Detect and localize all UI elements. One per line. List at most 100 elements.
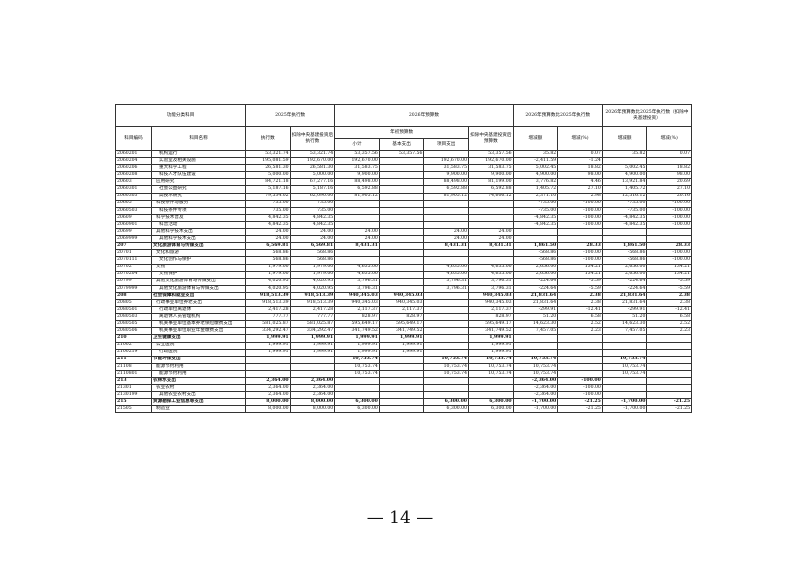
- code-cell: 21108: [115, 362, 152, 371]
- value-cell: 24.00: [468, 228, 514, 237]
- value-cell: [334, 206, 380, 215]
- name-cell: 机关事业单位职业年金缴费支出: [150, 327, 247, 336]
- header-cell: 科目编码: [115, 126, 152, 151]
- code-cell: 20799: [115, 277, 152, 286]
- table-row: 213 农林水支出 2,364.00 2,364.00 -2,364.00 -100.00: [115, 376, 693, 386]
- value-cell: 1,405.72: [512, 185, 559, 194]
- name-cell: 行政事业单位养老支出: [150, 298, 247, 308]
- value-cell: 10,753.74: [601, 355, 648, 364]
- value-cell: 2.52: [646, 320, 693, 329]
- value-cell: 828.97: [468, 313, 514, 322]
- value-cell: 21,831.64: [601, 291, 648, 300]
- value-cell: 2,656.00: [512, 270, 559, 279]
- value-cell: 828.97: [334, 313, 380, 322]
- name-cell: 卫生健康支出: [150, 334, 247, 343]
- value-cell: 18.82: [646, 164, 693, 173]
- value-cell: [378, 256, 425, 265]
- value-cell: 28.33: [646, 242, 693, 251]
- table-row: 20699 其他科学技术支出 24.00 24.00 24.00 24.00 24.00: [115, 228, 693, 237]
- value-cell: 2,417.28: [245, 306, 291, 315]
- value-cell: 88,498.00: [334, 178, 380, 187]
- value-cell: 6.58: [557, 313, 603, 322]
- table-row: 2070204 文物保护 1,979.00 1,979.00 4,635.00 4,635…: [115, 270, 693, 279]
- value-cell: 24.00: [334, 235, 380, 244]
- value-cell: 6,300.00: [468, 398, 514, 407]
- value-cell: 192,670.00: [334, 157, 380, 166]
- value-cell: -100.00: [646, 249, 693, 258]
- value-cell: -21.25: [557, 405, 603, 414]
- value-cell: [512, 334, 559, 343]
- value-cell: 8,431.31: [334, 242, 380, 251]
- header-cell: 增减额: [601, 126, 648, 151]
- value-cell: 24.00: [245, 235, 291, 244]
- name-cell: 科技条件专项: [150, 206, 247, 215]
- value-cell: [557, 235, 603, 244]
- value-cell: [557, 355, 603, 364]
- code-cell: 207: [115, 242, 152, 251]
- value-cell: -735.00: [512, 199, 559, 208]
- value-cell: -224.64: [512, 284, 559, 293]
- value-cell: 595,649.17: [334, 320, 380, 329]
- table-row: 2080503 离退休人员管理机构 777.77 777.77 828.97 828.97…: [115, 313, 693, 322]
- value-cell: 28.33: [557, 242, 603, 251]
- value-cell: 10,753.74: [468, 362, 514, 371]
- value-cell: 3,796.31: [423, 277, 469, 286]
- name-cell: 公立医院: [150, 341, 247, 350]
- name-cell: 文化和旅游: [150, 249, 247, 258]
- name-cell: 行政单位离退休: [150, 306, 247, 315]
- header-cell: 扣除中央基建投资后预算数: [468, 126, 514, 151]
- code-cell: 21002: [115, 341, 152, 350]
- name-cell: 其他文化旅游体育与传媒支出: [150, 277, 247, 286]
- code-cell: 2080501: [115, 306, 152, 315]
- code-cell: 2080506: [115, 327, 152, 336]
- code-cell: 21301: [115, 384, 152, 393]
- value-cell: 53,357.56: [468, 149, 514, 159]
- value-cell: [423, 327, 469, 336]
- value-cell: [601, 334, 648, 343]
- value-cell: -100.00: [557, 220, 603, 230]
- value-cell: [468, 206, 514, 215]
- value-cell: 192,670.00: [289, 157, 336, 166]
- value-cell: -735.00: [601, 206, 648, 215]
- value-cell: [423, 199, 469, 208]
- value-cell: 918,513.39: [245, 291, 291, 300]
- name-cell: 科普活动: [150, 220, 247, 230]
- value-cell: 20.69: [646, 178, 693, 187]
- value-cell: 14,623.30: [512, 320, 559, 329]
- code-cell: 2060503: [115, 206, 152, 215]
- value-cell: 1,979.00: [245, 270, 291, 279]
- header-cell: 增减(%): [646, 126, 693, 151]
- value-cell: [468, 220, 514, 230]
- value-cell: 1,999.91: [468, 334, 514, 343]
- code-cell: 2110801: [115, 369, 152, 379]
- header-cell: 扣除中央基建投资后执行数: [289, 126, 336, 151]
- value-cell: [601, 391, 648, 400]
- table-row: 20609 科学技术普及 4,842.35 4,842.35 -4,842.35 -100…: [115, 213, 693, 222]
- name-cell: 能源节约利用: [150, 369, 247, 379]
- value-cell: [378, 192, 425, 201]
- value-cell: 2,656.00: [601, 263, 648, 272]
- value-cell: -735.00: [601, 199, 648, 208]
- value-cell: 341,749.52: [468, 327, 514, 336]
- value-cell: 3,796.31: [468, 284, 514, 293]
- code-cell: 20609: [115, 213, 152, 222]
- value-cell: 2.23: [646, 327, 693, 336]
- name-cell: 文物: [150, 263, 247, 272]
- value-cell: 6,569.81: [289, 242, 336, 251]
- value-cell: 0.07: [557, 149, 603, 159]
- value-cell: 1,999.91: [468, 341, 514, 350]
- value-cell: [378, 178, 425, 187]
- value-cell: 2,117.37: [468, 306, 514, 315]
- value-cell: -1,700.00: [512, 405, 559, 414]
- header-cell: 2026年预算数比2025年执行数: [512, 104, 603, 127]
- name-cell: 其他农业农村支出: [150, 391, 247, 400]
- table-row: 20799 其他文化旅游体育与传媒支出 4,020.95 4,020.95 3,796.…: [115, 277, 693, 286]
- value-cell: 10,753.74: [334, 362, 380, 371]
- value-cell: 84,721.18: [245, 178, 291, 187]
- table-row: 208 社会保障和就业支出 918,513.39 918,513.39 940,345.…: [115, 291, 693, 300]
- value-cell: 5,000.00: [289, 171, 336, 180]
- value-cell: [289, 355, 336, 364]
- value-cell: -100.00: [557, 376, 603, 386]
- value-cell: 1,999.91: [378, 334, 425, 343]
- value-cell: 10,753.74: [512, 362, 559, 371]
